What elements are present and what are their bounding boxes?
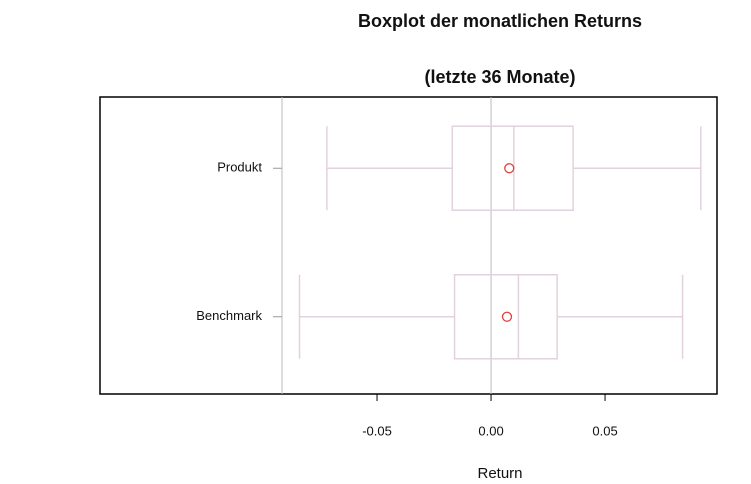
category-label: Benchmark bbox=[196, 308, 262, 323]
x-tick-label: -0.05 bbox=[362, 423, 392, 438]
mean-point bbox=[504, 163, 515, 174]
mean-point bbox=[501, 311, 513, 322]
chart-subtitle: (letzte 36 Monate) bbox=[424, 67, 575, 87]
box bbox=[451, 125, 574, 211]
plot-frame bbox=[99, 96, 718, 395]
category-label: Produkt bbox=[217, 160, 262, 175]
x-tick-label: 0.05 bbox=[592, 423, 617, 438]
chart-title: Boxplot der monatlichen Returns bbox=[358, 11, 642, 31]
box bbox=[453, 274, 558, 360]
x-axis-label: Return bbox=[477, 465, 522, 482]
x-tick-label: 0.00 bbox=[478, 423, 503, 438]
